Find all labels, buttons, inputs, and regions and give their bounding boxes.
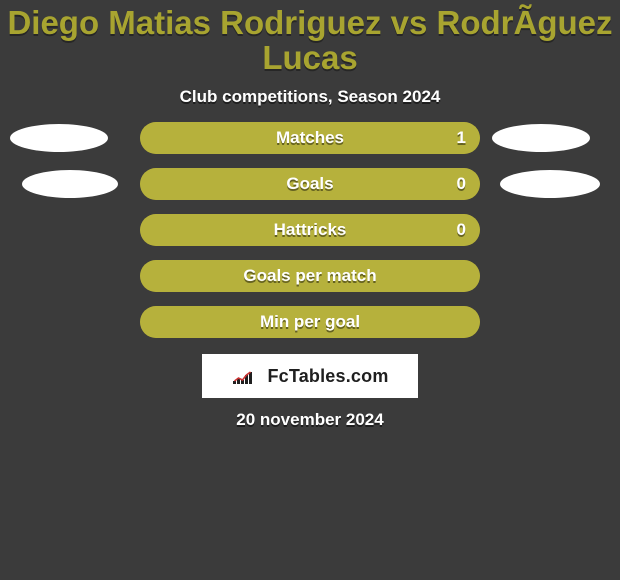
stat-bar-fill <box>140 306 480 338</box>
stat-bar-track: Matches1 <box>140 122 480 154</box>
player-left-marker <box>22 170 118 198</box>
stat-bar-track: Goals0 <box>140 168 480 200</box>
stat-bar-track: Goals per match <box>140 260 480 292</box>
stat-bar-fill <box>140 260 480 292</box>
stat-row: Goals0 <box>0 168 620 200</box>
subtitle: Club competitions, Season 2024 <box>0 87 620 107</box>
branding-badge: FcTables.com <box>202 354 418 398</box>
player-left-marker <box>10 124 108 152</box>
branding-text: FcTables.com <box>267 366 388 387</box>
page-title: Diego Matias Rodriguez vs RodrÃ­guez Luc… <box>0 0 620 75</box>
stat-bar-fill <box>140 168 480 200</box>
bar-chart-icon <box>231 366 259 386</box>
stat-bar-fill <box>140 214 480 246</box>
comparison-infographic: Diego Matias Rodriguez vs RodrÃ­guez Luc… <box>0 0 620 580</box>
stat-bar-track: Hattricks0 <box>140 214 480 246</box>
stat-row: Hattricks0 <box>0 214 620 246</box>
stat-row: Goals per match <box>0 260 620 292</box>
stat-row: Min per goal <box>0 306 620 338</box>
date-line: 20 november 2024 <box>0 410 620 430</box>
stat-bar-fill <box>140 122 480 154</box>
player-right-marker <box>492 124 590 152</box>
stat-bar-track: Min per goal <box>140 306 480 338</box>
stat-row: Matches1 <box>0 122 620 154</box>
player-right-marker <box>500 170 600 198</box>
